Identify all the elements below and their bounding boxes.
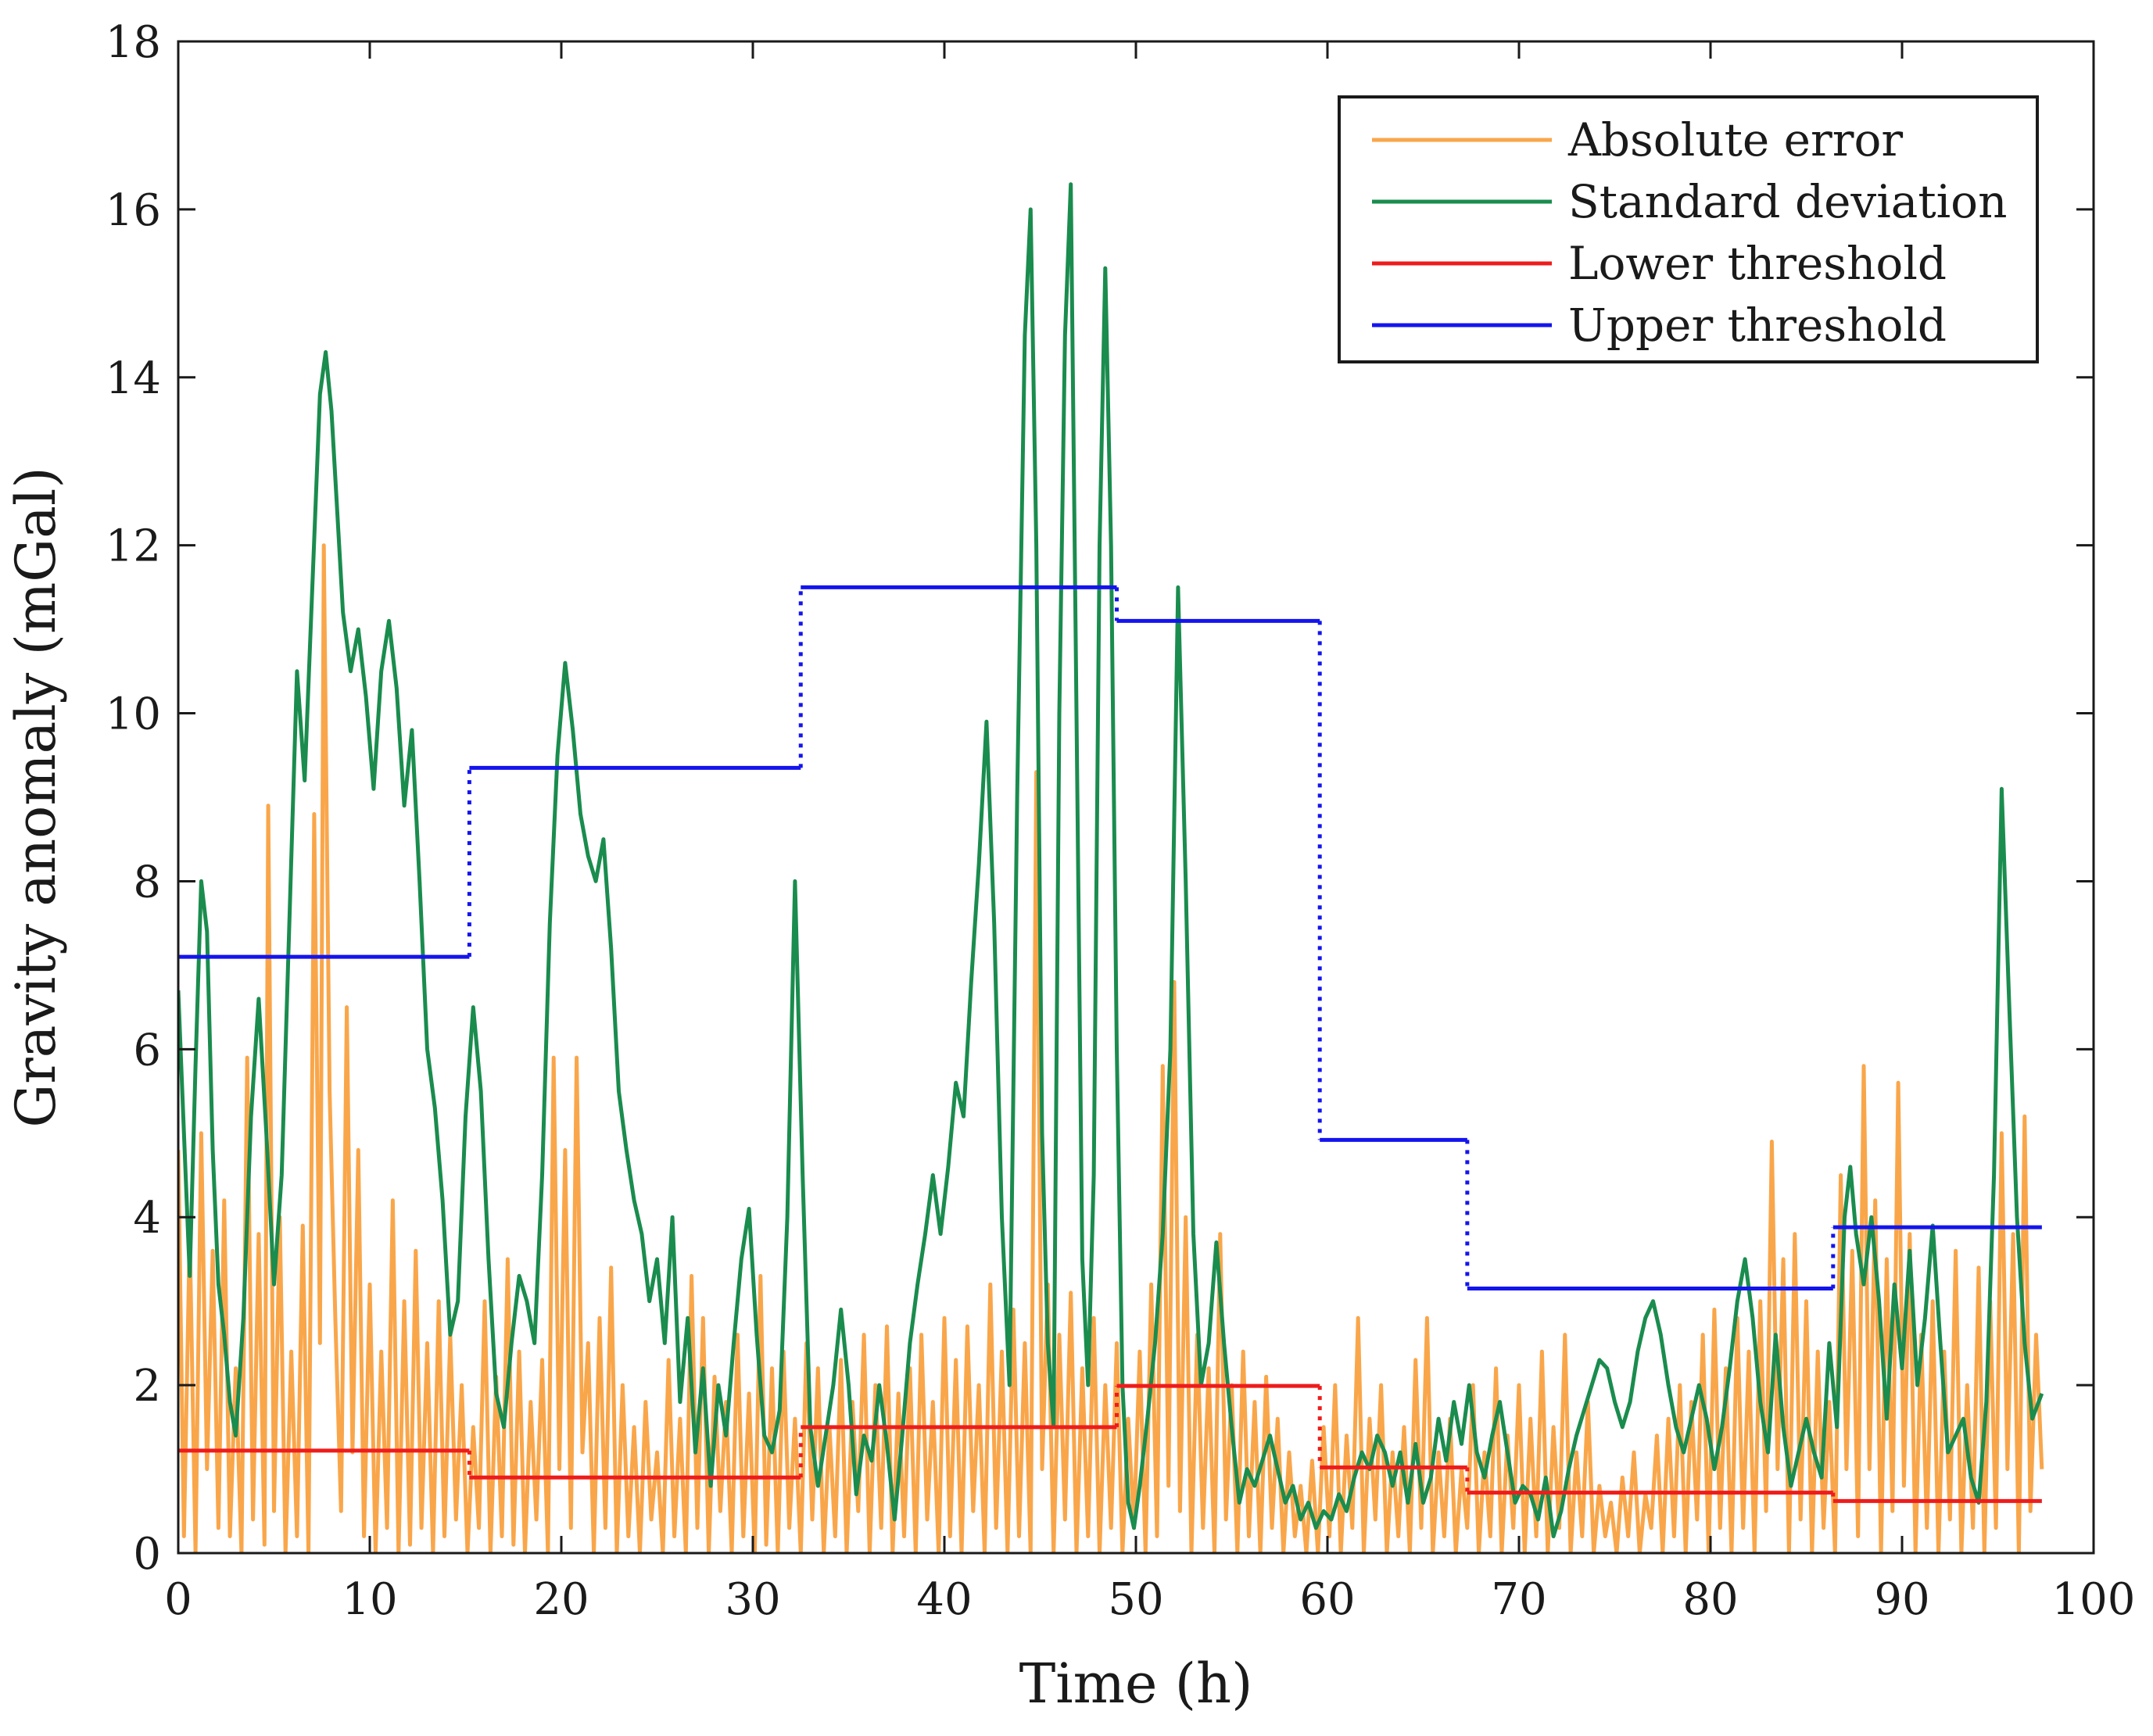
- legend-label: Absolute error: [1567, 113, 1903, 166]
- y-tick-label: 2: [133, 1361, 161, 1412]
- y-axis-label: Gravity anomaly (mGal): [4, 467, 68, 1127]
- x-tick-label: 80: [1682, 1574, 1738, 1625]
- x-tick-label: 60: [1299, 1574, 1355, 1625]
- y-tick-label: 18: [106, 17, 161, 68]
- y-tick-label: 8: [133, 857, 161, 907]
- x-tick-label: 20: [533, 1574, 589, 1625]
- series-standard-deviation: [178, 182, 2044, 1538]
- ticks-layer: 0 10 20 30 40 50 60 70 80 90 100 0 2 4 6 8 10 12 14 16 18: [106, 17, 2136, 1625]
- series-lower-threshold: [178, 1383, 2042, 1503]
- x-axis-label: Time (h): [1019, 1652, 1253, 1716]
- series-line: [178, 543, 2044, 1553]
- x-tick-label: 30: [725, 1574, 780, 1625]
- x-tick-label: 90: [1874, 1574, 1929, 1625]
- x-tick-label: 70: [1491, 1574, 1546, 1625]
- x-tick-label: 40: [916, 1574, 972, 1625]
- x-tick-label: 0: [164, 1574, 192, 1625]
- series-upper-threshold: [178, 585, 2042, 1291]
- x-tick-label: 10: [342, 1574, 397, 1625]
- series-layer: [178, 182, 2044, 1553]
- y-tick-label: 0: [133, 1529, 161, 1580]
- y-tick-label: 10: [106, 689, 161, 740]
- legend-label: Lower threshold: [1568, 237, 1947, 290]
- legend: Absolute error Standard deviation Lower th…: [1338, 95, 2039, 363]
- y-tick-label: 12: [106, 521, 161, 572]
- x-tick-label: 50: [1108, 1574, 1163, 1625]
- y-tick-label: 6: [133, 1025, 161, 1076]
- x-tick-label: 100: [2052, 1574, 2136, 1625]
- y-tick-label: 16: [106, 185, 161, 236]
- legend-label: Upper threshold: [1568, 299, 1947, 352]
- series-absolute-error: [178, 543, 2044, 1553]
- legend-label: Standard deviation: [1568, 175, 2007, 228]
- y-tick-label: 14: [106, 353, 161, 404]
- series-line: [178, 182, 2044, 1538]
- y-tick-label: 4: [133, 1193, 161, 1244]
